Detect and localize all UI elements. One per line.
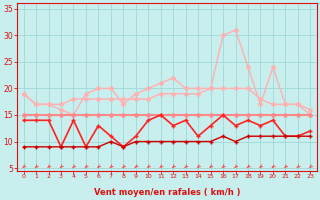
X-axis label: Vent moyen/en rafales ( km/h ): Vent moyen/en rafales ( km/h ) (94, 188, 240, 197)
